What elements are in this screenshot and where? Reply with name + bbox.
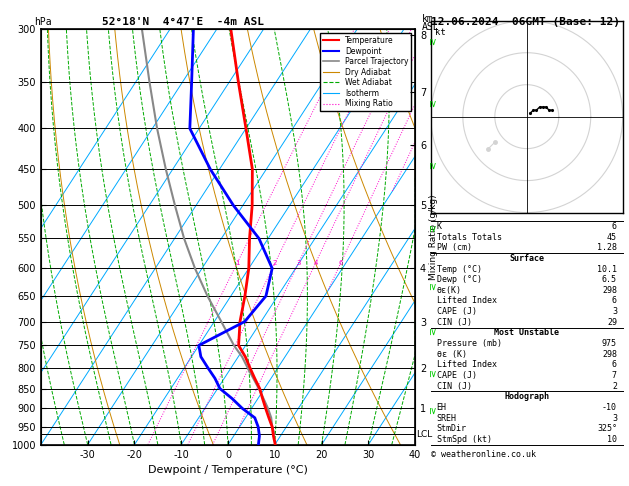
Text: CIN (J): CIN (J) <box>437 382 472 391</box>
Text: 29: 29 <box>607 318 617 327</box>
Text: ≥: ≥ <box>426 100 436 108</box>
Text: 3: 3 <box>612 307 617 316</box>
Text: Pressure (mb): Pressure (mb) <box>437 339 501 348</box>
Text: CIN (J): CIN (J) <box>437 318 472 327</box>
Legend: Temperature, Dewpoint, Parcel Trajectory, Dry Adiabat, Wet Adiabat, Isotherm, Mi: Temperature, Dewpoint, Parcel Trajectory… <box>320 33 411 111</box>
Text: ≥: ≥ <box>426 283 436 291</box>
Text: kt: kt <box>435 28 445 37</box>
Text: 2: 2 <box>273 260 277 265</box>
Text: K: K <box>437 222 442 231</box>
Text: 298: 298 <box>602 350 617 359</box>
Text: Dewp (°C): Dewp (°C) <box>437 275 482 284</box>
Text: PW (cm): PW (cm) <box>437 243 472 252</box>
Text: θε(K): θε(K) <box>437 286 462 295</box>
Text: Totals Totals: Totals Totals <box>437 233 501 242</box>
Text: 12.06.2024  06GMT (Base: 12): 12.06.2024 06GMT (Base: 12) <box>431 17 620 27</box>
Text: StmSpd (kt): StmSpd (kt) <box>437 435 492 444</box>
Text: CAPE (J): CAPE (J) <box>437 307 477 316</box>
Text: 52°18'N  4°47'E  -4m ASL: 52°18'N 4°47'E -4m ASL <box>102 17 264 27</box>
Text: 4: 4 <box>314 260 318 265</box>
Text: © weatheronline.co.uk: © weatheronline.co.uk <box>431 450 536 459</box>
Text: Lifted Index: Lifted Index <box>437 296 497 306</box>
Text: 45: 45 <box>607 233 617 242</box>
Text: 1.28: 1.28 <box>597 243 617 252</box>
Text: 6: 6 <box>612 222 617 231</box>
Text: LCL: LCL <box>416 430 432 439</box>
Text: 298: 298 <box>602 286 617 295</box>
Text: ≥: ≥ <box>426 407 436 416</box>
Text: 975: 975 <box>602 339 617 348</box>
Text: Temp (°C): Temp (°C) <box>437 264 482 274</box>
Text: ASL: ASL <box>421 21 439 32</box>
Y-axis label: Mixing Ratio (g/kg): Mixing Ratio (g/kg) <box>429 194 438 280</box>
Text: Surface: Surface <box>509 254 544 263</box>
Text: 6: 6 <box>338 260 343 265</box>
Text: SREH: SREH <box>437 414 457 422</box>
Text: ≥: ≥ <box>426 225 436 233</box>
Text: ≥: ≥ <box>426 162 436 171</box>
Text: -10: -10 <box>602 403 617 412</box>
Text: EH: EH <box>437 403 447 412</box>
Text: 3: 3 <box>612 414 617 422</box>
Text: km: km <box>421 14 433 24</box>
Text: Hodograph: Hodograph <box>504 392 549 401</box>
Text: ≥: ≥ <box>426 37 436 46</box>
Text: θε (K): θε (K) <box>437 350 467 359</box>
Text: ≥: ≥ <box>426 329 436 337</box>
Text: 325°: 325° <box>597 424 617 433</box>
Text: StmDir: StmDir <box>437 424 467 433</box>
Text: 3: 3 <box>296 260 301 265</box>
Text: 6: 6 <box>612 296 617 306</box>
Text: ≥: ≥ <box>426 370 436 378</box>
Text: 10: 10 <box>607 435 617 444</box>
Text: Most Unstable: Most Unstable <box>494 329 559 337</box>
Text: CAPE (J): CAPE (J) <box>437 371 477 380</box>
X-axis label: Dewpoint / Temperature (°C): Dewpoint / Temperature (°C) <box>148 465 308 475</box>
Text: 1: 1 <box>235 260 240 265</box>
Text: 7: 7 <box>612 371 617 380</box>
Text: 6: 6 <box>612 360 617 369</box>
Text: 2: 2 <box>612 382 617 391</box>
Text: 6.5: 6.5 <box>602 275 617 284</box>
Text: hPa: hPa <box>35 17 52 27</box>
Text: Lifted Index: Lifted Index <box>437 360 497 369</box>
Text: 10.1: 10.1 <box>597 264 617 274</box>
